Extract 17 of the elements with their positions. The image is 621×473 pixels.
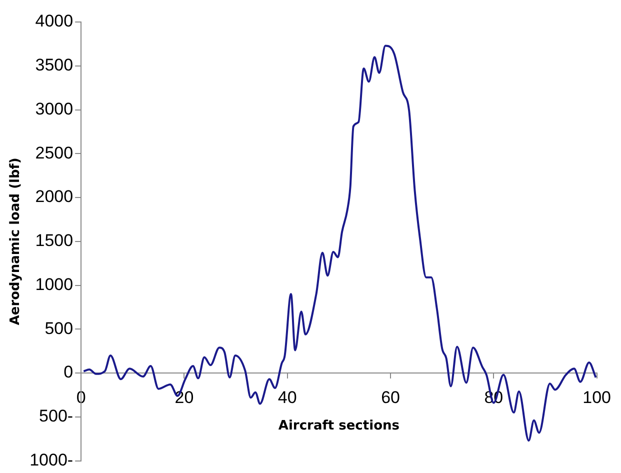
x-tick-label: 40 [278, 388, 297, 407]
x-axis-title: Aircraft sections [278, 418, 400, 434]
y-tick-label: 1000 [35, 274, 74, 294]
y-tick-label: 0 [64, 362, 74, 382]
y-tick-label: 1500 [35, 231, 74, 250]
x-tick-label: 20 [174, 388, 194, 407]
y-tick-label: 500 [44, 318, 74, 338]
y-tick-label: 500- [39, 406, 74, 426]
y-tick-label: 4000 [35, 12, 74, 31]
y-tick-label: 2000 [35, 187, 74, 206]
y-tick-label: 1000- [30, 450, 74, 470]
y-tick-label: 3500 [35, 56, 74, 75]
x-tick-label: 60 [381, 388, 400, 407]
y-tick-label: 3000 [35, 99, 74, 118]
y-axis-title: Aerodynamic load (lbf) [8, 158, 24, 326]
x-tick-label: 100 [582, 388, 612, 407]
y-tick-label: 2500 [35, 143, 74, 162]
